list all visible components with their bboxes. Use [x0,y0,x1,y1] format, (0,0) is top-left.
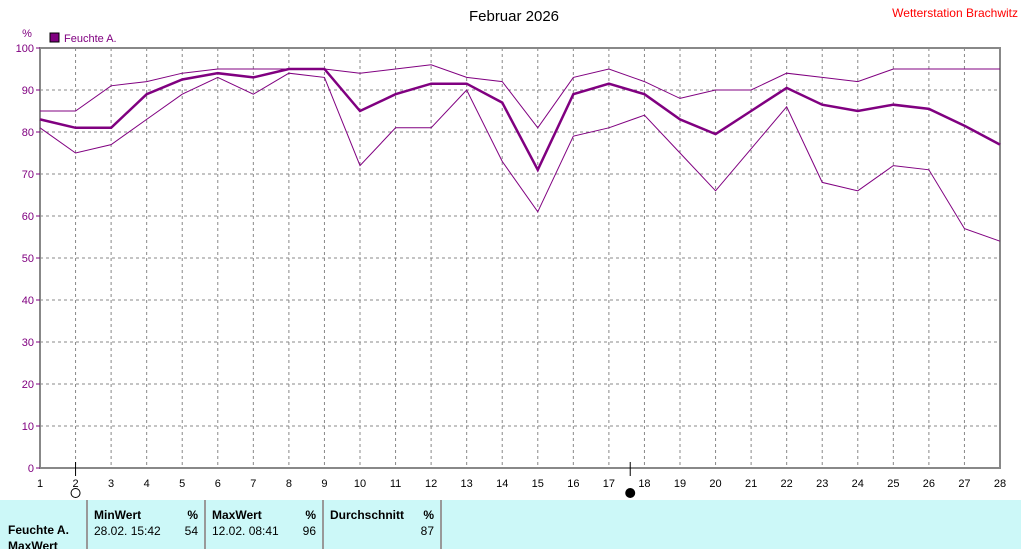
legend-swatch [49,32,60,43]
x-tick-label: 17 [603,478,615,490]
series-line-max [40,64,1000,129]
y-tick-label: 90 [22,85,34,97]
min-header: MinWert [94,508,142,522]
y-tick-label: 20 [22,379,34,391]
y-tick-label: 0 [28,463,34,475]
y-tick-label: 70 [22,169,34,181]
max-value: 96 [302,524,316,538]
series-line-avg [39,67,1001,173]
x-tick-label: 3 [108,478,114,490]
x-tick-label: 13 [461,478,473,490]
x-tick-label: 23 [816,478,828,490]
new-moon-icon [625,488,636,498]
y-tick-label: 80 [22,127,34,139]
avg-col: Durchschnitt % 87 [324,500,442,549]
avg-value: 87 [420,524,434,538]
chart-title: Februar 2026 [469,8,559,25]
x-tick-label: 6 [215,478,221,490]
y-unit: % [22,28,32,40]
row-label-col: Feuchte A. MaxWert [0,500,88,549]
station-name: Wetterstation Brachwitz [892,6,1018,20]
x-tick-label: 11 [390,478,401,490]
x-tick-label: 27 [958,478,970,490]
x-tick-label: 20 [709,478,721,490]
humidity-chart: Februar 2026 Wetterstation Brachwitz % F… [16,6,1018,498]
x-tick-label: 1 [37,478,43,490]
min-value: 54 [184,524,198,538]
y-tick-label: 40 [22,295,34,307]
x-tick-label: 2 [72,478,78,490]
x-tick-label: 22 [781,478,793,490]
y-tick-label: 10 [22,421,34,433]
min-time: 28.02. 15:42 [94,524,161,538]
x-tick-label: 4 [144,478,150,490]
y-tick-label: 60 [22,211,34,223]
x-tick-label: 9 [321,478,327,490]
x-tick-label: 12 [425,478,437,490]
x-tick-label: 19 [674,478,686,490]
full-moon-icon [70,488,81,498]
x-tick-label: 16 [567,478,579,490]
x-tick-label: 8 [286,478,292,490]
max-unit: % [305,508,316,522]
min-col: MinWert % 28.02. 15:42 54 [88,500,206,549]
x-tick-label: 18 [638,478,650,490]
x-tick-label: 24 [852,478,864,490]
max-col: MaxWert % 12.02. 08:41 96 [206,500,324,549]
x-tick-label: 14 [496,478,508,490]
row-label: Feuchte A. [8,523,69,537]
x-tick-label: 26 [923,478,935,490]
x-tick-label: 7 [250,478,256,490]
max-header: MaxWert [212,508,262,522]
max-time: 12.02. 08:41 [212,524,279,538]
x-tick-label: 10 [354,478,366,490]
legend-label: Feuchte A. [64,33,117,45]
avg-unit: % [423,508,434,522]
x-tick-label: 21 [745,478,757,490]
row-label-2: MaxWert [8,539,58,549]
y-tick-label: 100 [16,43,34,55]
min-unit: % [187,508,198,522]
stats-table: Feuchte A. MaxWert MinWert % 28.02. 15:4… [0,500,1021,549]
y-tick-label: 50 [22,253,34,265]
x-tick-label: 28 [994,478,1006,490]
x-tick-label: 5 [179,478,185,490]
avg-header: Durchschnitt [330,508,405,522]
y-tick-label: 30 [22,337,34,349]
x-tick-label: 25 [887,478,899,490]
series-line-min [39,72,1001,242]
x-tick-label: 15 [532,478,544,490]
